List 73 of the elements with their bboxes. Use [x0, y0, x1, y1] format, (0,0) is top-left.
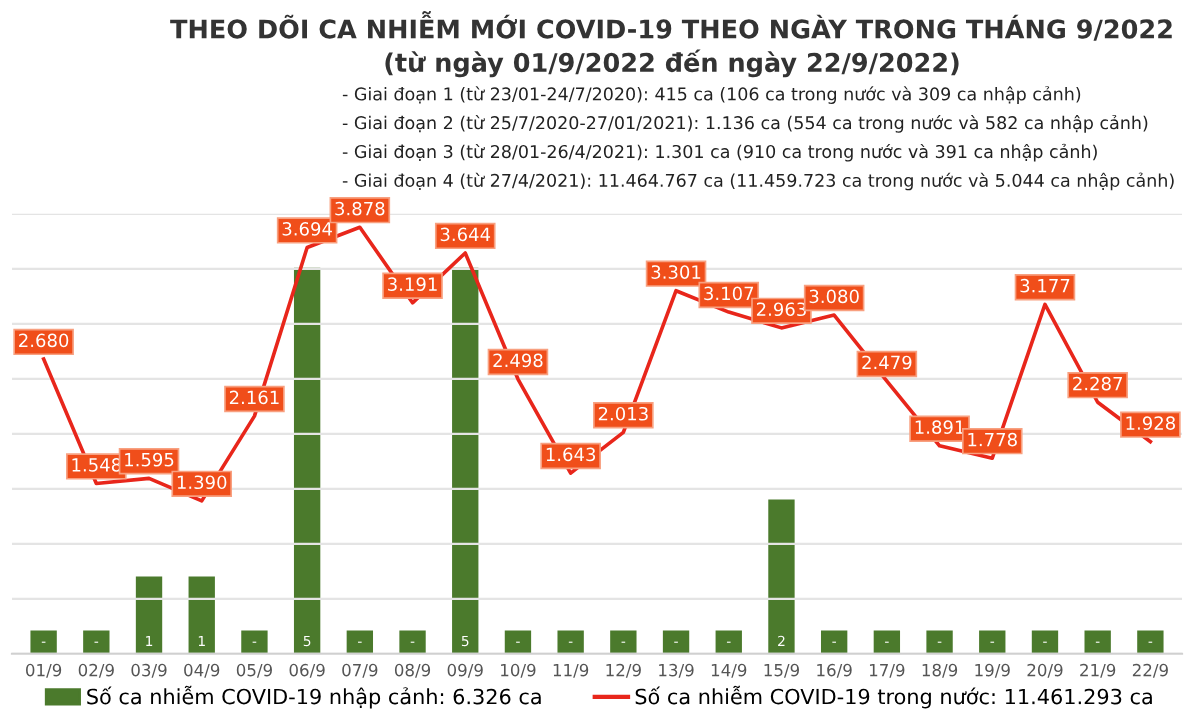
data-label: 2.013	[598, 406, 648, 421]
data-label: 3.107	[704, 286, 754, 301]
x-tick-label: 16/9	[817, 663, 852, 678]
data-label: 1.891	[915, 420, 964, 434]
data-label: 2.963	[756, 302, 806, 317]
x-tick-label: 12/9	[606, 663, 641, 678]
x-tick-label: 20/9	[1027, 663, 1063, 678]
x-tick-label: 13/9	[659, 663, 694, 678]
bar	[1137, 630, 1164, 654]
data-label: 2.161	[229, 390, 279, 405]
bar	[346, 630, 374, 654]
x-tick-label: 02/9	[78, 663, 114, 678]
legend-label: Số ca nhiễm COVID-19 trong nước: 11.461.293 ca	[635, 685, 1152, 709]
bar	[1084, 630, 1111, 654]
text: - Giai đoạn 1 (từ 23/01-24/7/2020): 415 ca (106 ca trong nước và 309 ca nhập cảnh)	[342, 86, 1081, 104]
x-tick-label: 01/9	[26, 663, 62, 678]
bar	[715, 630, 742, 654]
data-label: 1.390	[177, 475, 227, 490]
bar	[768, 499, 795, 654]
x-tick-label: 09/9	[447, 663, 483, 678]
chart-title: THEO DÕI CA NHIỄM MỚI COVID-19 THEO NGÀY TRONG THÁNG 9/2022	[170, 11, 1172, 41]
data-label: 2.479	[862, 355, 912, 370]
bar	[30, 630, 57, 654]
bar	[83, 630, 110, 654]
data-label: 2.287	[1073, 376, 1122, 391]
bar	[135, 576, 163, 654]
bar	[662, 630, 690, 654]
x-tick-label: 19/9	[975, 663, 1010, 678]
x-tick-label: 06/9	[289, 663, 325, 678]
bar	[979, 630, 1006, 654]
text: - Giai đoạn 4 (từ 27/4/2021): 11.464.767 ca (11.459.723 ca trong nước và 5.044 ca nhập cảnh)	[342, 172, 1174, 191]
data-label: 3.644	[440, 227, 491, 242]
x-tick-label: 04/9	[184, 663, 220, 678]
bar	[452, 267, 479, 654]
data-label: 3.177	[1020, 278, 1070, 293]
bar	[504, 630, 532, 654]
bar	[557, 630, 584, 654]
x-tick-label: 03/9	[131, 663, 167, 678]
bar	[926, 630, 953, 654]
data-label: 3.694	[282, 222, 332, 236]
x-tick-label: 10/9	[501, 663, 536, 678]
legend-label: Số ca nhiễm COVID-19 nhập cảnh: 6.326 ca	[87, 685, 541, 709]
text: - Giai đoạn 2 (từ 25/7/2020-27/01/2021): 1.136 ca (554 ca trong nước và 582 ca nhập cảnh)	[342, 114, 1148, 133]
x-tick-label: 15/9	[764, 663, 799, 678]
data-label: 3.878	[335, 201, 385, 216]
bar	[399, 630, 426, 654]
bar	[610, 630, 637, 654]
text: - Giai đoạn 3 (từ 28/01-26/4/2021): 1.301 ca (910 ca trong nước và 391 ca nhập cảnh)	[342, 143, 1097, 162]
x-tick-label: 18/9	[922, 663, 958, 678]
data-label: 1.928	[1126, 416, 1175, 430]
x-tick-label: 17/9	[869, 663, 905, 678]
data-label: 1.643	[546, 447, 596, 462]
bar	[188, 576, 215, 654]
x-tick-label: 08/9	[394, 663, 431, 678]
bar	[293, 267, 321, 654]
bar	[873, 630, 901, 654]
chart-subtitle: (từ ngày 01/9/2022 đến ngày 22/9/2022)	[385, 49, 959, 78]
data-label: 3.191	[388, 277, 437, 291]
data-label: 3.301	[651, 265, 701, 279]
data-label: 3.080	[809, 289, 859, 304]
x-tick-label: 14/9	[711, 663, 747, 678]
x-tick-label: 11/9	[553, 663, 589, 678]
data-label: 2.680	[19, 333, 69, 348]
x-tick-label: 22/9	[1132, 663, 1168, 678]
x-tick-label: 21/9	[1080, 663, 1116, 678]
bar	[820, 630, 848, 654]
x-tick-label: 05/9	[236, 663, 272, 678]
bar	[1031, 630, 1059, 654]
data-label: 1.778	[968, 432, 1017, 447]
data-label: 2.498	[493, 353, 543, 368]
data-label: 1.595	[125, 452, 174, 467]
x-tick-label: 07/9	[342, 663, 378, 678]
bar	[241, 630, 268, 654]
